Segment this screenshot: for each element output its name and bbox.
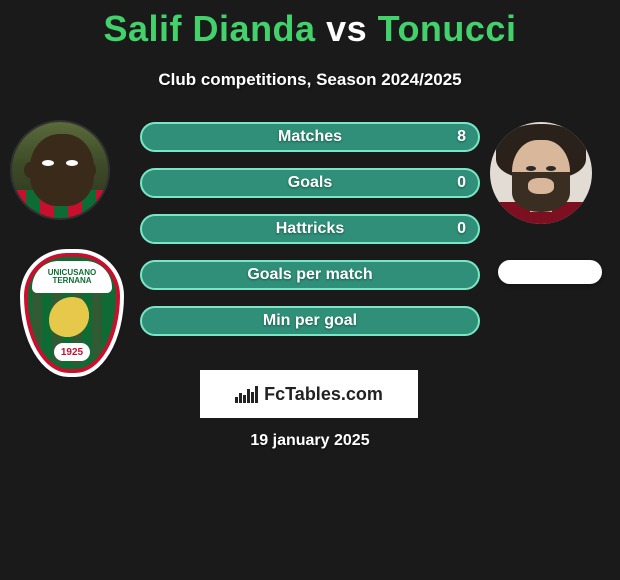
brand-box: FcTables.com — [200, 370, 418, 418]
subtitle: Club competitions, Season 2024/2025 — [0, 70, 620, 90]
title-player-1: Salif Dianda — [104, 8, 316, 49]
comparison-card: Salif Dianda vs Tonucci Club competition… — [0, 0, 620, 580]
stat-label: Min per goal — [263, 312, 357, 330]
page-title: Salif Dianda vs Tonucci — [0, 0, 620, 50]
brand-text: FcTables.com — [264, 384, 383, 405]
brand-bars-icon — [235, 386, 258, 403]
player-1-club-crest: UNICUSANO TERNANA 1925 — [20, 250, 124, 376]
player-2-club-crest — [498, 260, 602, 284]
stat-value-right: 8 — [457, 128, 466, 146]
stat-row: Goals per match — [140, 260, 480, 290]
stat-row: Min per goal — [140, 306, 480, 336]
crest-dragon-icon — [49, 297, 95, 343]
crest-year: 1925 — [54, 343, 90, 361]
stat-value-right: 0 — [457, 220, 466, 238]
player-2-avatar — [490, 122, 592, 224]
crest-top-text: UNICUSANO TERNANA — [32, 269, 112, 285]
stat-label: Hattricks — [276, 220, 344, 238]
date-text: 19 january 2025 — [0, 432, 620, 450]
player-1-avatar — [10, 120, 110, 220]
stat-row: Matches 8 — [140, 122, 480, 152]
stat-label: Goals per match — [247, 266, 372, 284]
title-player-2: Tonucci — [378, 8, 517, 49]
stat-label: Goals — [288, 174, 332, 192]
title-vs: vs — [316, 8, 378, 49]
stat-label: Matches — [278, 128, 342, 146]
stat-rows: Matches 8 Goals 0 Hattricks 0 Goals per match M… — [140, 122, 480, 352]
stat-value-right: 0 — [457, 174, 466, 192]
stat-row: Goals 0 — [140, 168, 480, 198]
stat-row: Hattricks 0 — [140, 214, 480, 244]
